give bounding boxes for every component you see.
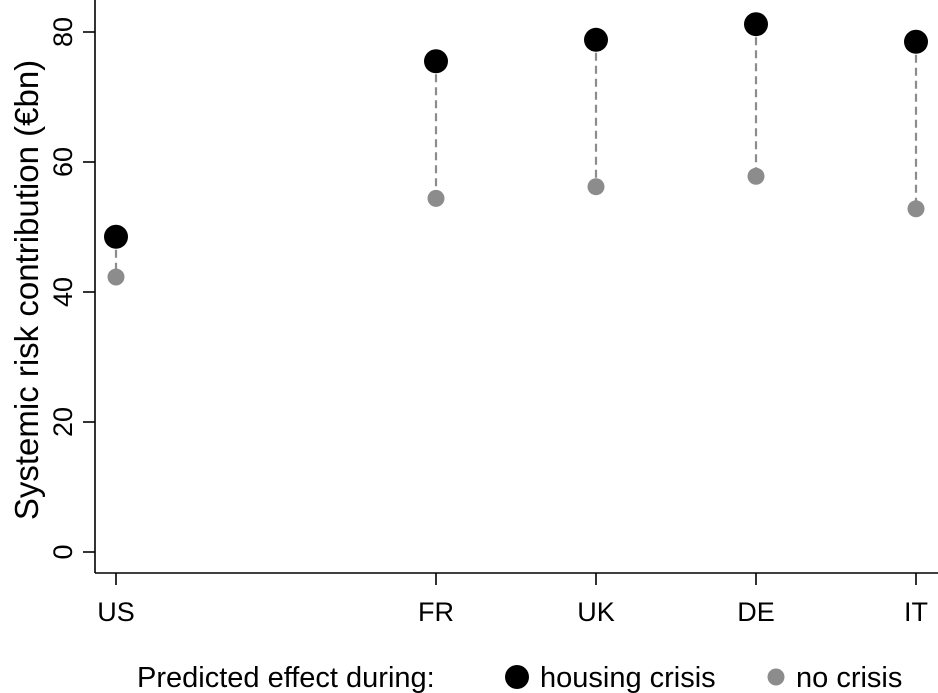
y-tick-label: 0 (48, 544, 78, 559)
point-housing-crisis (904, 29, 928, 54)
data-points (104, 12, 928, 286)
legend-marker-housing-crisis (505, 665, 529, 689)
point-no-crisis (907, 200, 925, 218)
point-no-crisis (427, 189, 445, 207)
x-tick-label: DE (737, 597, 775, 627)
point-housing-crisis (104, 224, 128, 249)
legend-title: Predicted effect during: (137, 662, 435, 693)
legend-label-housing-crisis: housing crisis (540, 662, 716, 693)
point-no-crisis (747, 167, 765, 185)
point-no-crisis (587, 178, 605, 196)
point-housing-crisis (744, 12, 768, 37)
x-tick-label: FR (418, 597, 454, 627)
legend-label-no-crisis: no crisis (796, 662, 902, 693)
x-axis-ticks: US FR UK DE IT (97, 573, 928, 627)
point-housing-crisis (424, 49, 448, 74)
dropline-connectors (114, 24, 918, 278)
legend: Predicted effect during: housing crisis … (137, 662, 902, 693)
point-no-crisis (107, 268, 125, 286)
x-tick-label: US (97, 597, 135, 627)
y-tick-label: 40 (48, 277, 78, 307)
plot-region (94, 0, 938, 574)
x-tick-label: UK (577, 597, 615, 627)
x-tick-label: IT (904, 597, 928, 627)
legend-marker-no-crisis (767, 668, 785, 686)
y-axis-title: Systemic risk contribution (€bn) (8, 60, 45, 520)
y-tick-label: 80 (48, 17, 78, 47)
y-axis-ticks: 0 20 40 60 80 (48, 17, 95, 560)
point-housing-crisis (584, 27, 608, 52)
y-tick-label: 20 (48, 407, 78, 437)
y-tick-label: 60 (48, 147, 78, 177)
